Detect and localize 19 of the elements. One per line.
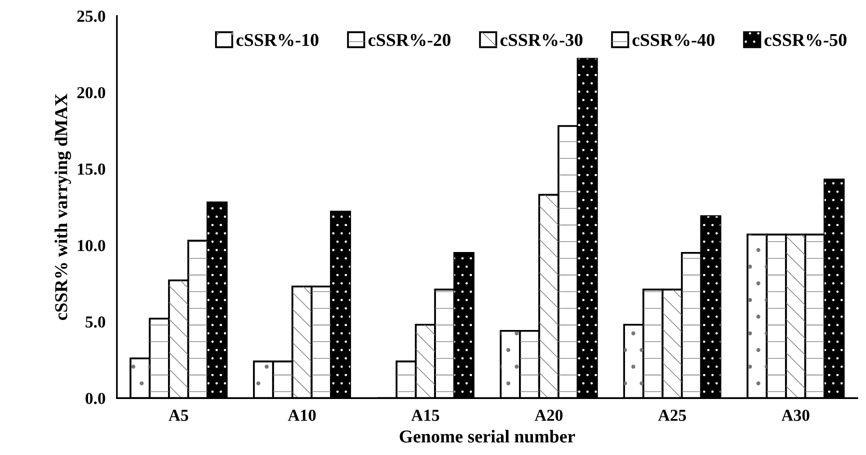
legend-label: cSSR%-40 — [632, 34, 714, 46]
x-tick-label: A10 — [288, 410, 316, 421]
y-tick-label: 5.0 — [86, 316, 106, 328]
legend-label: cSSR%-50 — [764, 34, 846, 46]
y-tick-label: 25.0 — [77, 10, 106, 22]
x-tick-label: A15 — [411, 410, 440, 421]
y-axis-title: cSSR% with varrying dMAX — [54, 94, 72, 320]
legend-label: cSSR%-30 — [500, 34, 582, 46]
x-tick-label: A5 — [168, 410, 188, 421]
x-tick-label: A30 — [781, 410, 810, 421]
x-tick-label: A25 — [658, 410, 686, 421]
x-tick-label: A20 — [534, 410, 563, 421]
y-tick-label: 0.0 — [86, 392, 106, 404]
legend-label: cSSR%-10 — [236, 34, 318, 46]
y-tick-label: 15.0 — [78, 164, 106, 175]
legend-label: cSSR%-20 — [368, 34, 450, 46]
y-tick-label: 20.0 — [77, 87, 106, 98]
x-axis-title: Genome serial number — [400, 430, 575, 443]
y-tick-label: 10.0 — [78, 240, 106, 252]
